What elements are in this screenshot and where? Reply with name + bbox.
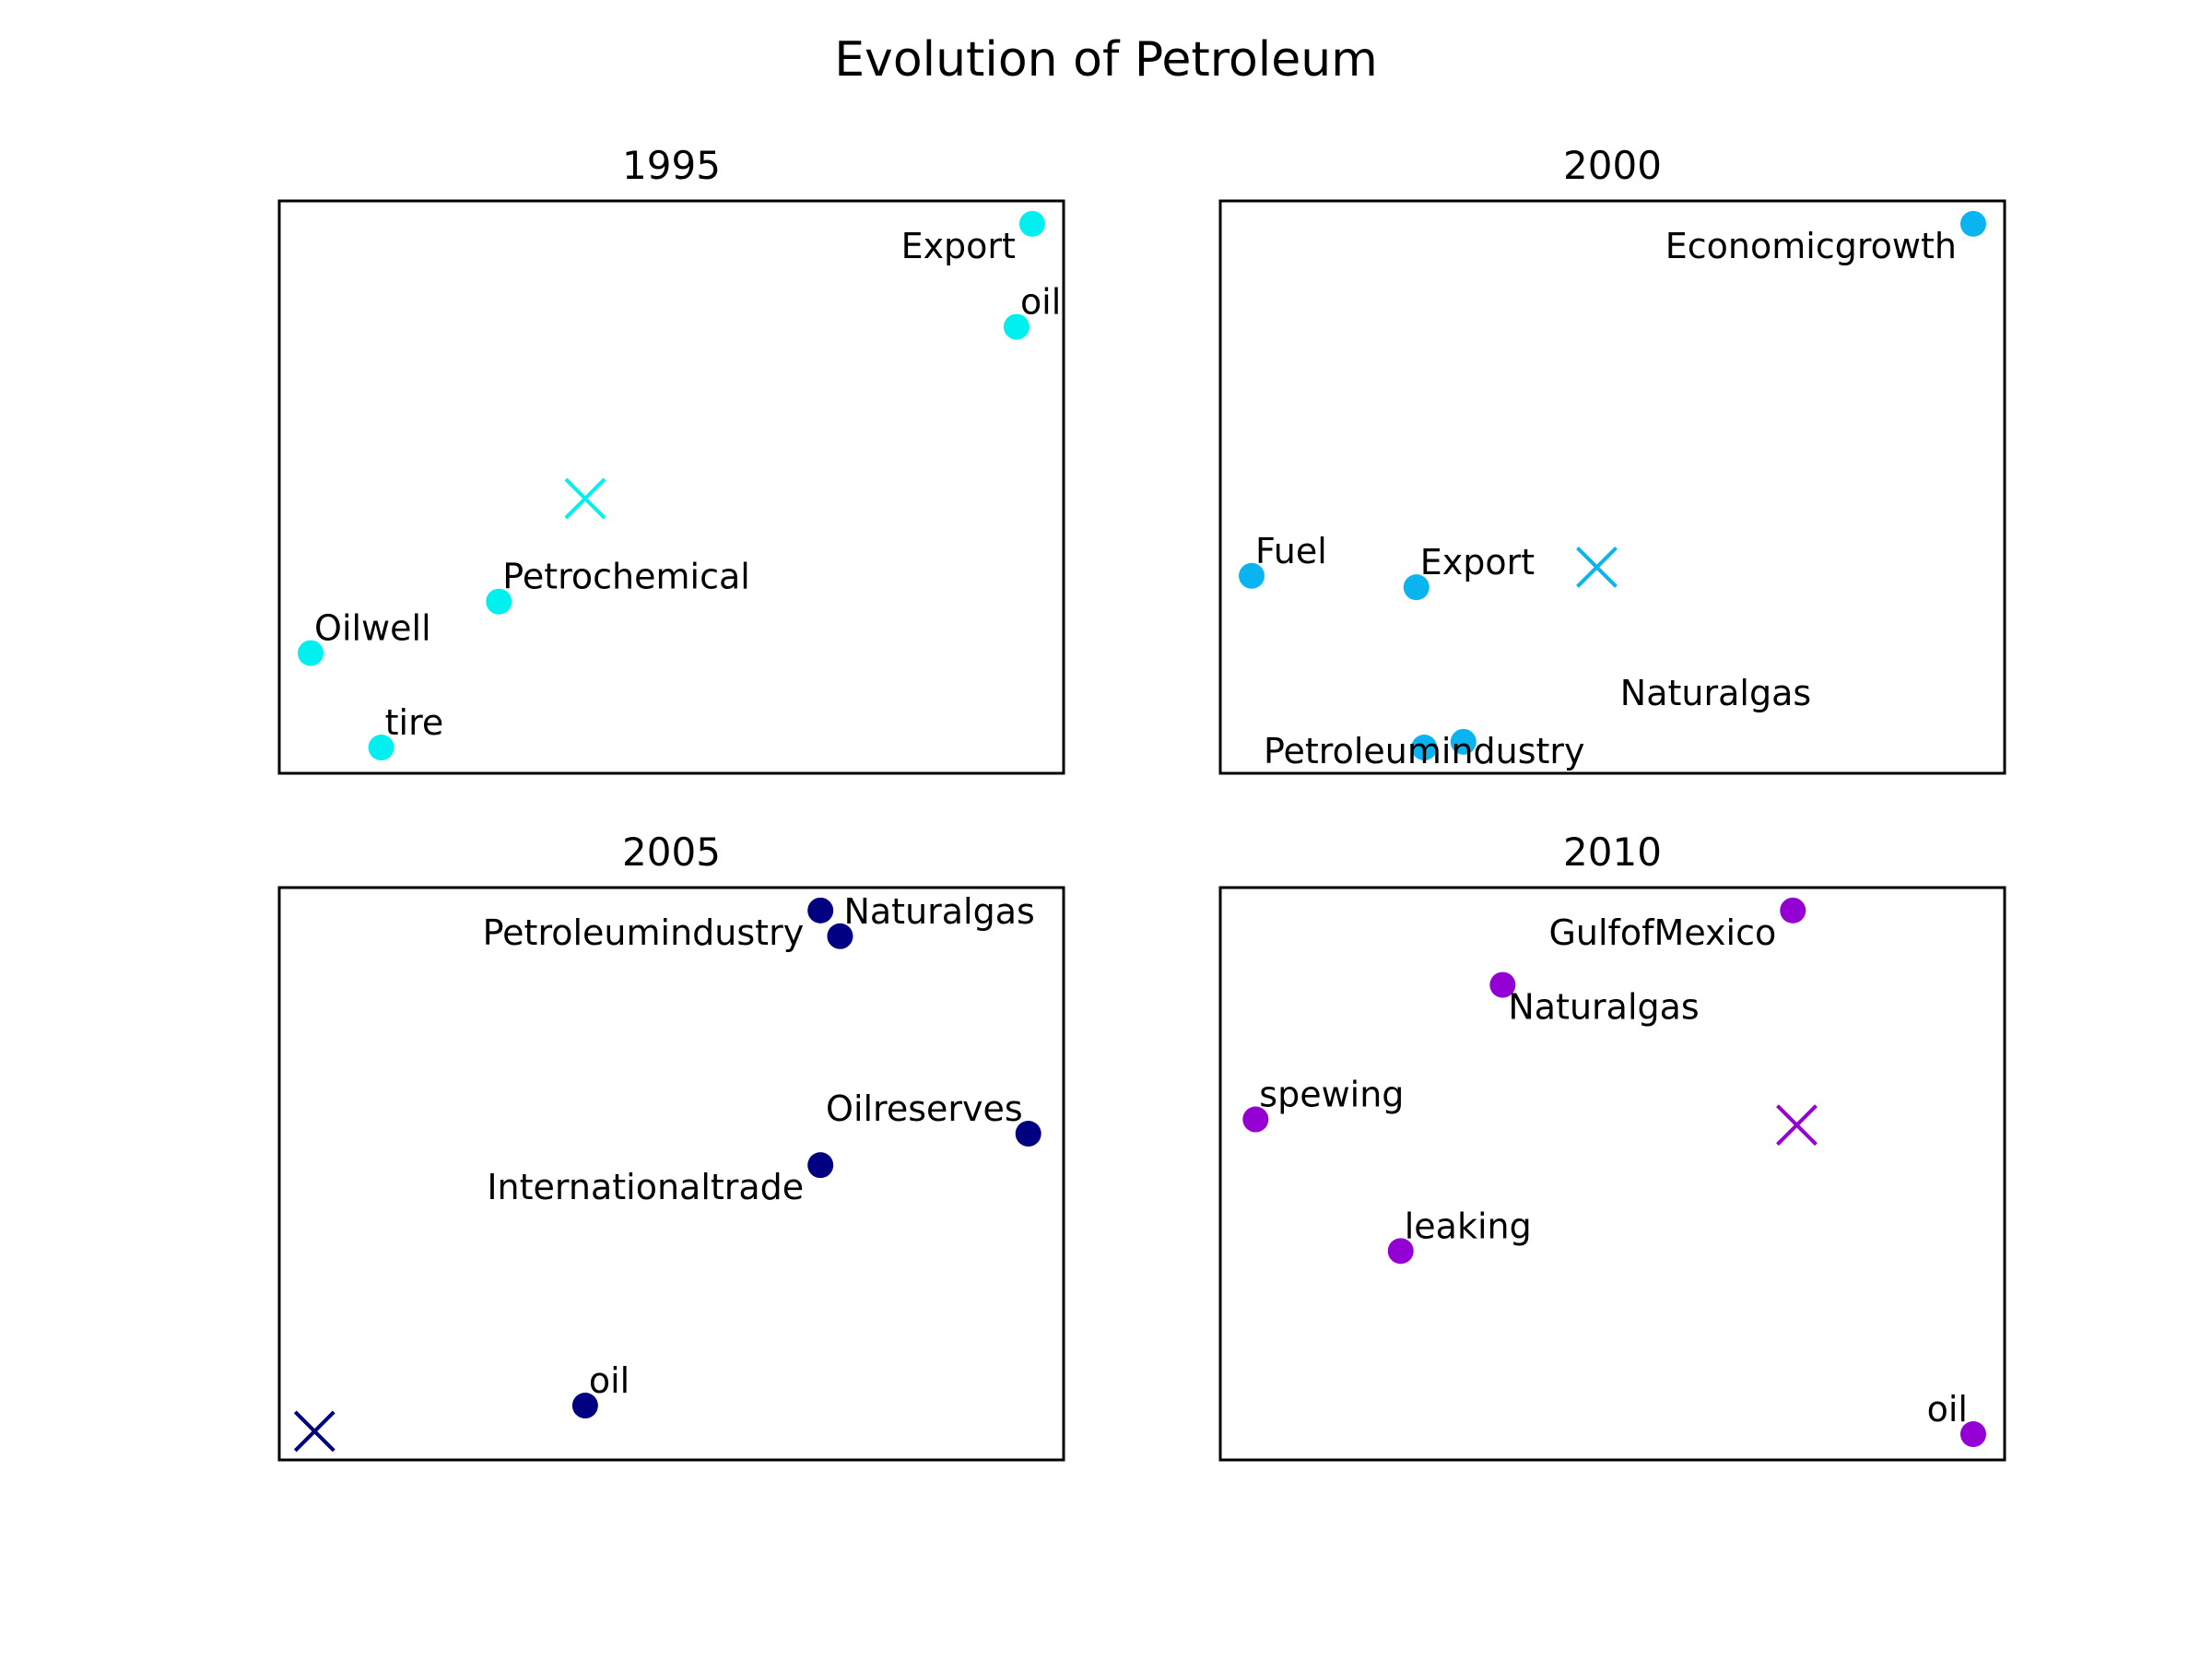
point-label: Fuel bbox=[1255, 531, 1327, 571]
point-label: Oilwell bbox=[314, 608, 431, 649]
data-point bbox=[368, 735, 394, 761]
panel-2010: 2010 GulfofMexico Naturalgas spewing leaking… bbox=[1218, 830, 2006, 1462]
point-label: oil bbox=[589, 1360, 629, 1401]
data-point bbox=[1018, 210, 1045, 237]
data-point bbox=[807, 1152, 834, 1179]
point-label: Export bbox=[1420, 542, 1535, 582]
data-point bbox=[1403, 574, 1430, 601]
data-point bbox=[827, 923, 853, 949]
panel-title: 2000 bbox=[1563, 143, 1662, 188]
centroid-marker bbox=[1776, 1104, 1818, 1147]
point-label: oil bbox=[1020, 282, 1061, 323]
data-point bbox=[1003, 313, 1030, 340]
point-label: Naturalgas bbox=[843, 891, 1034, 932]
data-point bbox=[1015, 1121, 1041, 1147]
point-label: leaking bbox=[1405, 1206, 1532, 1246]
point-label: spewing bbox=[1259, 1075, 1404, 1115]
data-point bbox=[1239, 562, 1265, 589]
data-point bbox=[1242, 1106, 1269, 1133]
point-label: oil bbox=[1927, 1389, 1968, 1430]
data-point bbox=[1959, 1421, 1986, 1448]
point-label: Naturalgas bbox=[1508, 987, 1699, 1028]
centroid-marker bbox=[564, 477, 606, 520]
data-point bbox=[1780, 897, 1806, 924]
axes-frame bbox=[277, 886, 1065, 1462]
point-label: tire bbox=[385, 702, 444, 743]
panel-title: 2010 bbox=[1563, 830, 1662, 875]
centroid-marker bbox=[293, 1410, 335, 1453]
point-label: Economicgrowth bbox=[1665, 226, 1957, 266]
panel-title: 1995 bbox=[622, 143, 721, 188]
panel-title: 2005 bbox=[622, 830, 721, 875]
axes-frame bbox=[1218, 886, 2006, 1462]
data-point bbox=[1450, 728, 1477, 755]
point-label: GulfofMexico bbox=[1548, 912, 1776, 953]
data-point bbox=[571, 1393, 598, 1419]
chart-panels: 1995ExportoilPetrochemicalOilwelltire200… bbox=[277, 143, 2006, 1462]
data-point bbox=[298, 640, 324, 666]
point-label: Oilreserves bbox=[826, 1088, 1023, 1129]
point-label: Petroleumindustry bbox=[483, 912, 805, 953]
data-point bbox=[1489, 971, 1516, 998]
chart-title: Evolution of Petroleum bbox=[834, 32, 1378, 88]
data-point bbox=[1959, 210, 1986, 237]
point-label: Petroleumindustry bbox=[1264, 731, 1585, 771]
axes-frame bbox=[277, 199, 1065, 775]
panel-2005: 2005 Petroleumindustry Naturalgas Oilreserv… bbox=[277, 830, 1065, 1462]
axes-frame bbox=[1218, 199, 2006, 775]
point-label: Internationaltrade bbox=[487, 1167, 804, 1207]
data-point bbox=[1411, 735, 1438, 761]
point-label: Naturalgas bbox=[1620, 673, 1811, 713]
data-point bbox=[1387, 1238, 1414, 1265]
point-label: Export bbox=[901, 226, 1016, 266]
data-point bbox=[486, 588, 512, 615]
centroid-marker bbox=[1576, 547, 1618, 588]
data-point bbox=[807, 897, 834, 924]
point-label: Petrochemical bbox=[502, 557, 750, 597]
